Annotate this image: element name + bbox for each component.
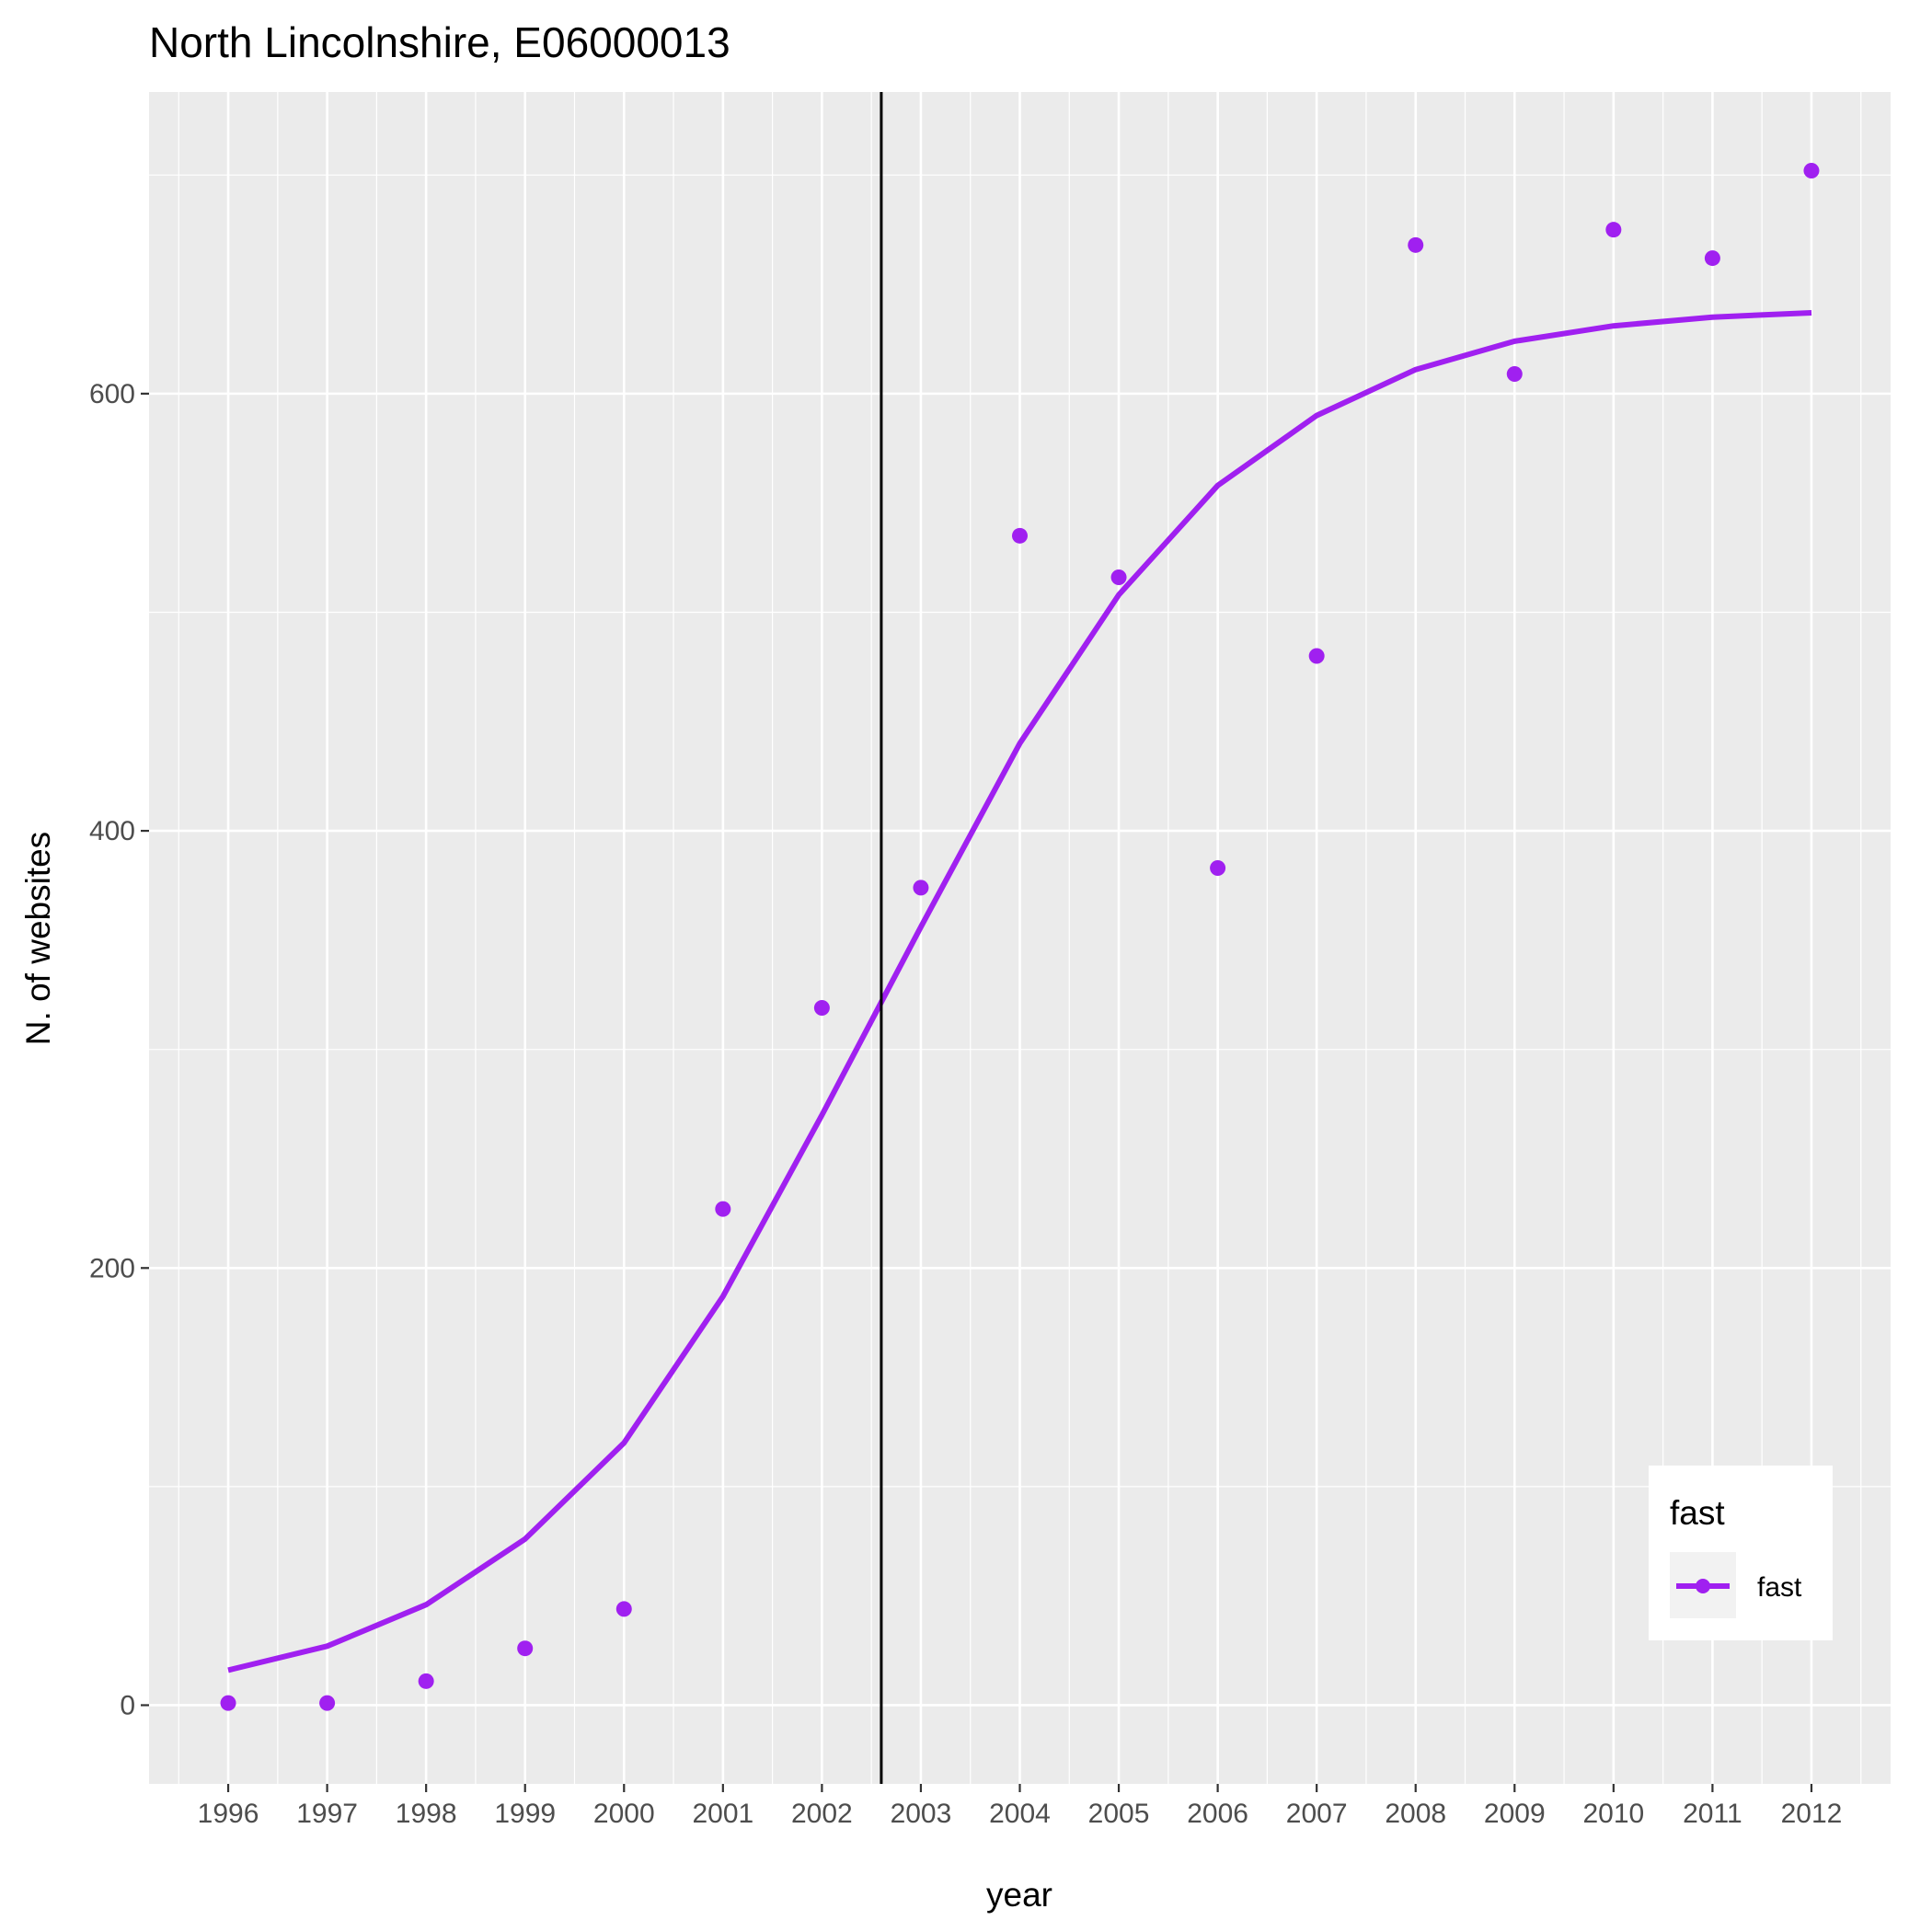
data-point-1996 bbox=[220, 1695, 236, 1711]
legend-label-fast: fast bbox=[1757, 1572, 1802, 1603]
legend-key-point bbox=[1696, 1579, 1710, 1593]
data-point-2000 bbox=[615, 1601, 632, 1617]
data-point-2007 bbox=[1308, 648, 1325, 664]
x-tick-label: 2007 bbox=[1286, 1799, 1348, 1829]
fit-layer bbox=[227, 310, 1812, 1673]
y-tick-label: 0 bbox=[120, 1690, 135, 1720]
data-point-2012 bbox=[1803, 163, 1820, 179]
data-point-1998 bbox=[418, 1673, 434, 1689]
x-tick-label: 2001 bbox=[692, 1799, 753, 1829]
x-tick-label: 2002 bbox=[791, 1799, 853, 1829]
x-tick-label: 1998 bbox=[396, 1799, 457, 1829]
y-tick-label: 400 bbox=[89, 816, 135, 846]
x-tick-label: 1999 bbox=[494, 1799, 556, 1829]
x-tick-label: 2004 bbox=[989, 1799, 1051, 1829]
chart-title: North Lincolnshire, E06000013 bbox=[149, 18, 730, 66]
data-point-2005 bbox=[1110, 569, 1127, 585]
x-tick-label: 2012 bbox=[1781, 1799, 1843, 1829]
x-tick-label: 2011 bbox=[1683, 1799, 1742, 1829]
data-point-2011 bbox=[1704, 250, 1720, 267]
y-axis: 0 200 400 600 bbox=[89, 379, 149, 1720]
legend-title: fast bbox=[1670, 1494, 1725, 1532]
x-tick-label: 2010 bbox=[1582, 1799, 1644, 1829]
data-point-2004 bbox=[1012, 527, 1028, 544]
data-point-2003 bbox=[913, 880, 929, 896]
data-point-2010 bbox=[1605, 222, 1622, 238]
data-point-2008 bbox=[1408, 236, 1424, 253]
x-tick-label: 2008 bbox=[1385, 1799, 1446, 1829]
x-axis-title: year bbox=[986, 1876, 1052, 1914]
x-tick-label: 1997 bbox=[296, 1799, 358, 1829]
y-tick-label: 200 bbox=[89, 1253, 135, 1283]
series-fast-fit-line bbox=[227, 310, 1812, 1673]
legend: fast fast bbox=[1649, 1466, 1833, 1640]
x-tick-label: 2009 bbox=[1484, 1799, 1546, 1829]
data-point-1999 bbox=[517, 1640, 534, 1657]
data-point-2002 bbox=[813, 1000, 830, 1017]
data-point-2009 bbox=[1506, 366, 1523, 382]
x-tick-label: 2006 bbox=[1187, 1799, 1248, 1829]
x-axis: 1996 1997 1998 1999 2000 2001 2002 2003 2004 2005… bbox=[198, 1784, 1843, 1829]
x-tick-label: 1996 bbox=[198, 1799, 259, 1829]
data-point-2006 bbox=[1210, 859, 1226, 876]
x-tick-label: 2000 bbox=[593, 1799, 655, 1829]
data-point-1997 bbox=[319, 1695, 336, 1711]
y-tick-label: 600 bbox=[89, 379, 135, 409]
points-layer bbox=[220, 163, 1820, 1711]
data-point-2001 bbox=[715, 1201, 731, 1217]
x-tick-label: 2005 bbox=[1088, 1799, 1150, 1829]
x-tick-label: 2003 bbox=[891, 1799, 952, 1829]
y-axis-title: N. of websites bbox=[19, 832, 57, 1045]
